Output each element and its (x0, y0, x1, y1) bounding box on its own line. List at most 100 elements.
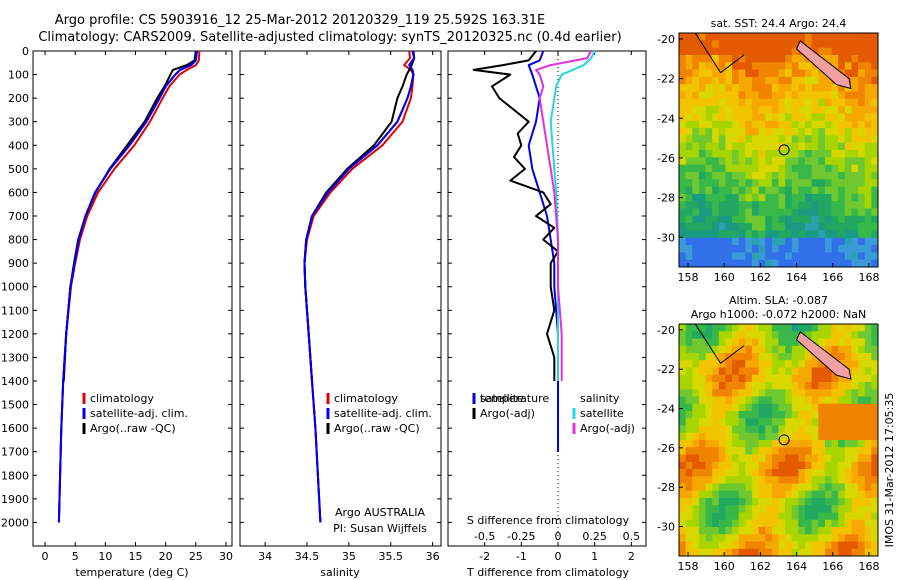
map-cell (725, 164, 733, 173)
map-cell (791, 461, 799, 470)
map-cell (705, 345, 713, 354)
map-cell (858, 418, 866, 426)
map-cell (732, 259, 740, 268)
map-cell (851, 98, 859, 107)
s-tick-label: -0.5 (474, 530, 495, 543)
map-cell (679, 164, 687, 173)
map-cell (698, 150, 706, 158)
map-cell (785, 534, 793, 542)
map-cell (785, 230, 793, 239)
map-cell (698, 62, 706, 70)
map-cell (838, 403, 846, 412)
map-cell (705, 208, 713, 217)
map-cell (705, 360, 713, 368)
map-cell (758, 345, 766, 354)
map-cell (785, 374, 793, 383)
map-cell (831, 230, 839, 239)
map-cell (718, 476, 726, 484)
map-cell (725, 84, 733, 92)
map-cell (679, 47, 687, 56)
map-cell (745, 193, 753, 202)
map-cell (791, 527, 799, 535)
map-cell (698, 193, 706, 202)
map-cell (791, 345, 799, 354)
map-cell (758, 490, 766, 499)
map-cell (805, 128, 813, 136)
map-cell (751, 142, 759, 151)
map-cell (758, 396, 766, 405)
map-title: sat. SST: 24.4 Argo: 24.4 (711, 17, 847, 30)
map-cell (791, 142, 799, 151)
map-cell (805, 360, 813, 368)
map-cell (738, 440, 746, 448)
map-cell (679, 461, 687, 470)
map-cell (698, 541, 706, 550)
map-cell (698, 135, 706, 144)
map-cell (798, 150, 806, 158)
map-cell (685, 527, 693, 535)
map-y-tick-label: -28 (657, 481, 675, 494)
map-cell (858, 527, 866, 535)
map-cell (851, 128, 859, 136)
map-cell (771, 33, 779, 41)
map-cell (818, 389, 826, 397)
map-cell (758, 440, 766, 448)
map-cell (738, 505, 746, 513)
map-cell (778, 120, 786, 129)
map-cell (771, 519, 779, 528)
map-cell (758, 186, 766, 195)
map-cell (805, 62, 813, 70)
map-cell (818, 418, 826, 426)
map-cell (871, 512, 879, 521)
map-cell (811, 113, 819, 122)
map-cell (725, 541, 733, 550)
map-cell (745, 157, 753, 166)
map-cell (732, 171, 740, 180)
map-cell (692, 223, 700, 231)
map-cell (698, 469, 706, 477)
map-cell (798, 476, 806, 484)
map-cell (871, 374, 879, 383)
map-cell (858, 498, 866, 506)
map-cell (811, 150, 819, 158)
map-cell (738, 150, 746, 158)
map-cell (718, 91, 726, 100)
map-cell (771, 338, 779, 347)
map-cell (831, 432, 839, 441)
map-cell (858, 374, 866, 383)
map-cell (751, 201, 759, 209)
map-cell (864, 411, 872, 419)
map-cell (692, 62, 700, 70)
map-cell (838, 389, 846, 397)
map-cell (745, 425, 753, 434)
map-cell (844, 389, 852, 397)
map-cell (778, 193, 786, 202)
map-cell (771, 527, 779, 535)
map-cell (791, 498, 799, 506)
map-cell (791, 84, 799, 92)
map-cell (679, 106, 687, 114)
map-cell (758, 498, 766, 506)
map-cell (871, 208, 879, 217)
map-cell (718, 201, 726, 209)
map-cell (771, 360, 779, 368)
map-cell (851, 157, 859, 166)
map-cell (771, 331, 779, 339)
map-cell (871, 47, 879, 56)
map-cell (685, 425, 693, 434)
map-cell (838, 461, 846, 470)
map-cell (685, 98, 693, 107)
map-cell (791, 91, 799, 100)
map-cell (818, 396, 826, 405)
map-cell (771, 135, 779, 144)
map-cell (692, 252, 700, 261)
map-cell (698, 382, 706, 390)
map-cell (679, 237, 687, 246)
map-cell (811, 69, 819, 78)
map-cell (725, 120, 733, 129)
map-cell (718, 418, 726, 426)
map-cell (811, 171, 819, 180)
map-cell (712, 512, 720, 521)
map-cell (871, 150, 879, 158)
map-frame (678, 32, 879, 268)
